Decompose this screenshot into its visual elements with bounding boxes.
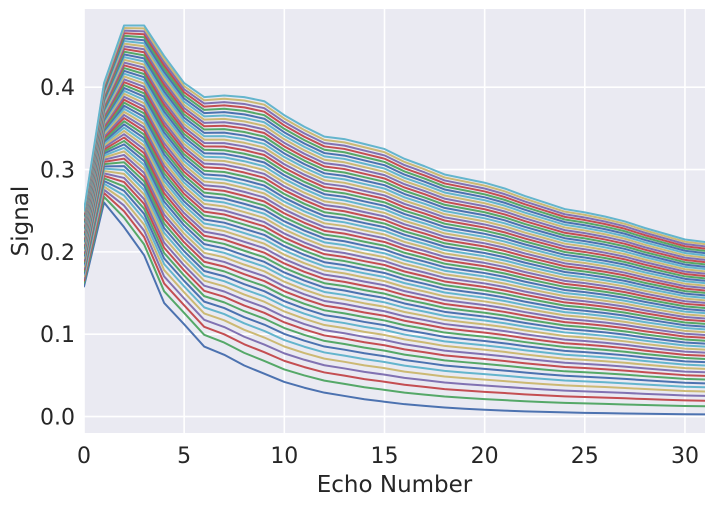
series-line [84, 45, 705, 261]
series-line [84, 143, 705, 345]
series-line [84, 48, 705, 264]
series-line [84, 42, 705, 259]
series-line [84, 29, 705, 248]
series-line [84, 161, 705, 360]
series-line [84, 179, 705, 385]
series-line [84, 37, 705, 255]
series-line [84, 113, 705, 320]
series-line [84, 169, 705, 370]
series-line [84, 133, 705, 336]
series-line [84, 117, 705, 323]
x-axis-label: Echo Number [317, 472, 473, 498]
series-line [84, 53, 705, 268]
series-line [84, 126, 705, 331]
series-line [84, 165, 705, 364]
series-line [84, 177, 705, 381]
series-line [84, 24, 705, 243]
y-tick-label: 0.2 [40, 241, 75, 266]
series-line [84, 110, 705, 317]
series-line [84, 40, 705, 257]
series-line [84, 185, 705, 393]
series-line [84, 58, 705, 273]
series-line [84, 123, 705, 328]
series-line [84, 86, 705, 297]
series-line [84, 101, 705, 309]
series-line [84, 104, 705, 312]
series-line [84, 72, 705, 285]
series-line [84, 27, 705, 246]
series-line [84, 107, 705, 315]
series-line [84, 174, 705, 377]
series-line [84, 56, 705, 271]
series-line [84, 92, 705, 302]
x-tick-label: 20 [471, 444, 499, 469]
series-line [84, 95, 705, 304]
series-line [84, 32, 705, 250]
y-tick-label: 0.1 [40, 323, 75, 348]
y-tick-label: 0.0 [40, 406, 75, 431]
series-line [84, 98, 705, 307]
series-line [84, 81, 705, 292]
tick-labels: 0 5 10 15 20 25 30 0.0 0.1 0.2 0.3 0.4 [40, 76, 699, 469]
series-line [84, 167, 705, 367]
x-tick-label: 10 [270, 444, 298, 469]
series-line [84, 195, 705, 408]
series-group [84, 24, 705, 416]
series-line [84, 50, 705, 266]
series-line [84, 67, 705, 280]
series-line [84, 182, 705, 389]
x-tick-label: 25 [571, 444, 599, 469]
series-line [84, 69, 705, 282]
series-line [84, 61, 705, 275]
series-line [84, 139, 705, 342]
y-axis-label: Signal [8, 186, 34, 257]
series-line [84, 136, 705, 339]
x-tick-label: 30 [671, 444, 699, 469]
series-line [84, 89, 705, 299]
x-tick-label: 5 [177, 444, 191, 469]
series-line [84, 150, 705, 351]
x-tick-label: 15 [370, 444, 398, 469]
series-line [84, 172, 705, 374]
series-line [84, 129, 705, 334]
series-line [84, 146, 705, 348]
series-line [84, 64, 705, 278]
series-line [84, 78, 705, 290]
series-line [84, 84, 705, 294]
series-line [84, 34, 705, 252]
series-line [84, 201, 705, 416]
y-tick-label: 0.3 [40, 159, 75, 184]
y-tick-label: 0.4 [40, 76, 75, 101]
series-line [84, 188, 705, 397]
series-line [84, 157, 705, 357]
series-line [84, 153, 705, 354]
series-line [84, 75, 705, 287]
series-line [84, 120, 705, 325]
x-tick-label: 0 [77, 444, 91, 469]
series-line [84, 192, 705, 402]
